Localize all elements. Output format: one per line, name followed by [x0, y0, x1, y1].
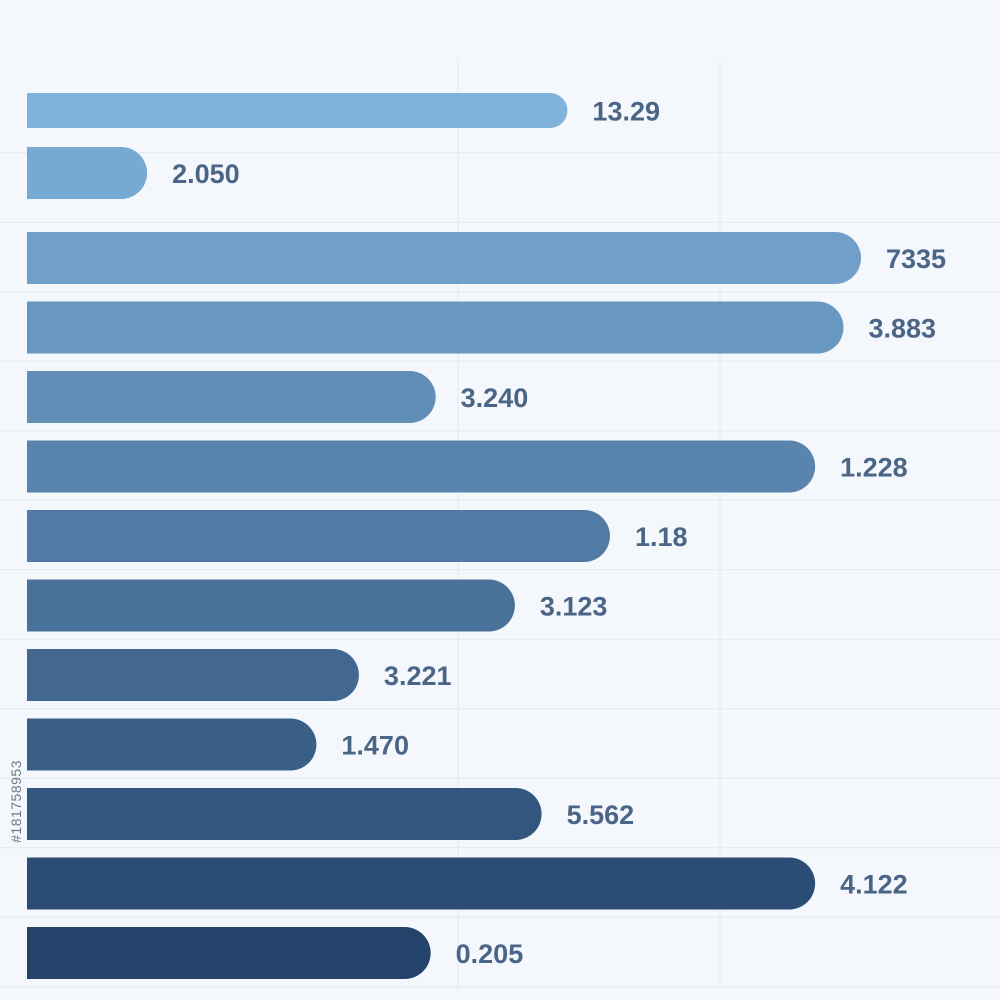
bar-value-label: 3.883 — [868, 314, 936, 344]
bar-4 — [27, 301, 844, 354]
bar-value-label: 7335 — [886, 244, 946, 274]
bar-5 — [27, 371, 436, 423]
bar-value-label: 3.221 — [384, 661, 452, 691]
bar-13 — [27, 927, 431, 979]
stock-id-text: #181758953 — [8, 760, 24, 843]
bar-value-label: 1.470 — [341, 731, 409, 761]
gridlines — [0, 60, 1000, 990]
bar-3 — [27, 232, 861, 284]
bar-value-label: 2.050 — [172, 159, 240, 189]
bar-value-label: 0.205 — [456, 939, 524, 969]
bar-value-label: 4.122 — [840, 870, 908, 900]
bar-value-label: 3.123 — [540, 592, 608, 622]
bar-12 — [27, 857, 816, 910]
bar-2 — [27, 147, 148, 199]
bar-1 — [27, 93, 568, 128]
bar-value-label: 5.562 — [567, 800, 635, 830]
bar-10 — [27, 718, 317, 771]
bar-value-label: 1.228 — [840, 453, 908, 483]
bar-11 — [27, 788, 542, 840]
bar-value-label: 13.29 — [592, 97, 660, 127]
bar-value-label: 3.240 — [461, 383, 529, 413]
bar-8 — [27, 579, 515, 632]
bar-value-label: 1.18 — [635, 522, 688, 552]
bars: 13.29 2.050 7335 3.883 3.240 1.228 1.18 3.123 3.… — [27, 93, 946, 979]
bar-6 — [27, 440, 816, 493]
bar-7 — [27, 510, 610, 562]
bar-9 — [27, 649, 359, 701]
